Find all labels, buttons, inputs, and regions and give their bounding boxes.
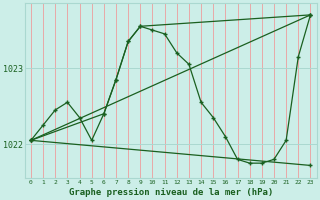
X-axis label: Graphe pression niveau de la mer (hPa): Graphe pression niveau de la mer (hPa) (68, 188, 273, 197)
